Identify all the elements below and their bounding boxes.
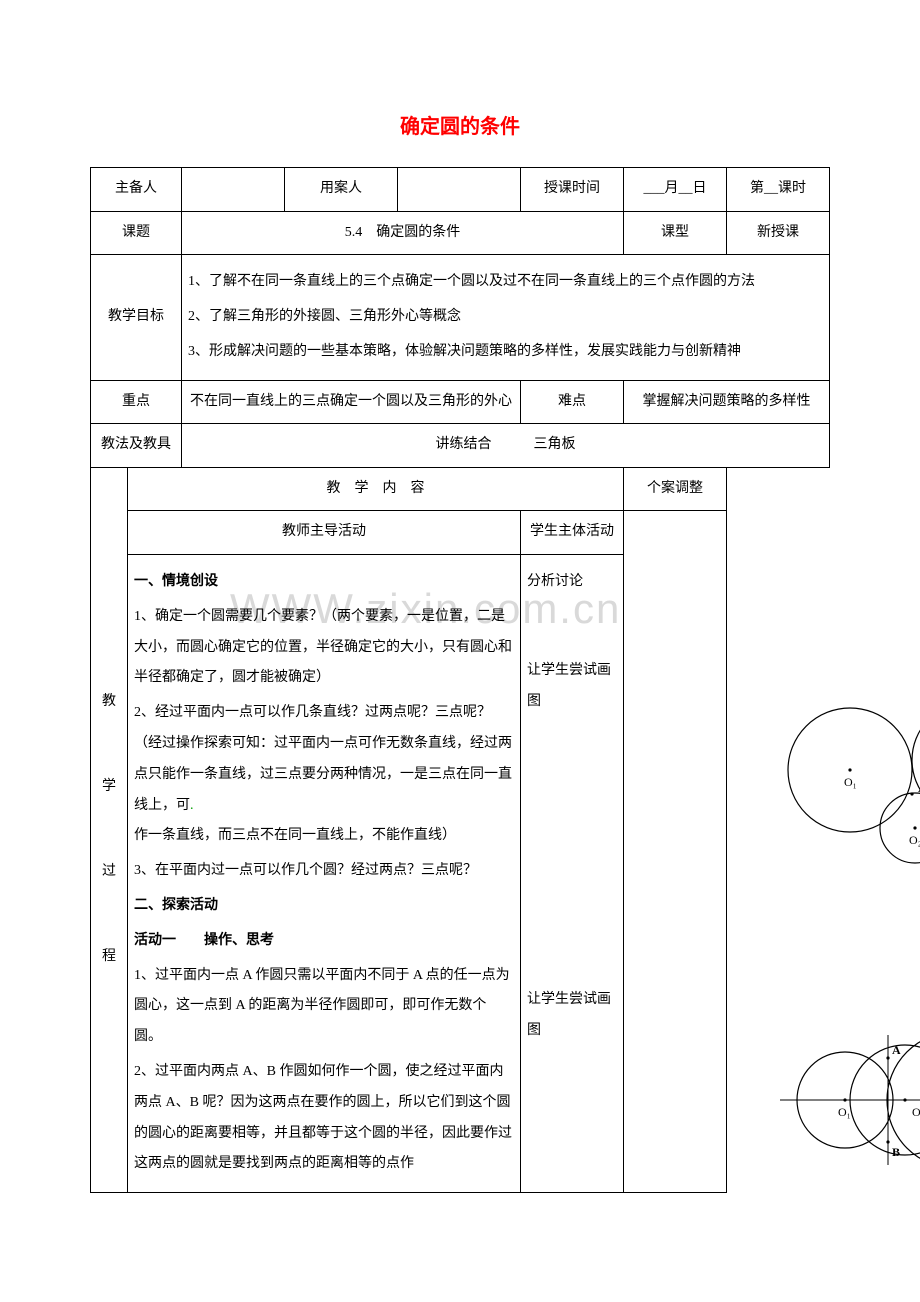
diagram-label: A xyxy=(892,1043,901,1057)
cell-period: 第__课时 xyxy=(727,168,830,212)
content-paragraph: 3、在平面内过一点可以作几个圆？经过两点？三点呢？ xyxy=(134,856,514,887)
cell-topic-label: 课题 xyxy=(91,211,182,255)
cell-date-value: ___月__日 xyxy=(624,168,727,212)
cell-user-label: 用案人 xyxy=(285,168,398,212)
process-label-text: 学 xyxy=(97,765,121,810)
cell-topic-value: 5.4 确定圆的条件 xyxy=(182,211,624,255)
cell-method-text: 讲练结合 三角板 xyxy=(182,424,830,468)
document-title: 确定圆的条件 xyxy=(90,110,830,139)
cell-method-label: 教法及教具 xyxy=(91,424,182,468)
table-row: 教法及教具 讲练结合 三角板 xyxy=(91,424,830,468)
content-paragraph: 2、经过平面内一点可以作几条直线？过两点呢？三点呢？（经过操作探索可知：过平面内… xyxy=(134,698,514,852)
activity-subheading: 活动一 操作、思考 xyxy=(134,926,514,957)
cell-user-value xyxy=(398,168,521,212)
cell-preparer-label: 主备人 xyxy=(91,168,182,212)
page-root: WWW.zixin.com.cn 确定圆的条件 主备人 用案人 授课时间 ___… xyxy=(0,0,920,1302)
student-activity: 分析讨论 xyxy=(527,567,617,598)
cell-goals-content: 1、了解不在同一条直线上的三个点确定一个圆以及过不在同一条直线上的三个点作圆的方… xyxy=(182,255,830,380)
text-span: 作一条直线，而三点不在同一直线上，不能作直线） xyxy=(134,828,456,843)
student-activity: 让学生尝试画图 xyxy=(527,656,617,718)
section-heading: 一、情境创设 xyxy=(134,567,514,598)
cell-preparer-value xyxy=(182,168,285,212)
table-row: 教学目标 1、了解不在同一条直线上的三个点确定一个圆以及过不在同一条直线上的三个… xyxy=(91,255,830,380)
content-paragraph: 2、过平面内两点 A、B 作圆如何作一个圆，使之经过平面内两点 A、B 呢？因为… xyxy=(134,1057,514,1180)
goal-item: 3、形成解决问题的一些基本策略，体验解决问题策略的多样性，发展实践能力与创新精神 xyxy=(188,337,823,368)
table-row: 教 学 过 程 教 学 内 容 个案调整 xyxy=(91,467,830,511)
diagram-label: O₁ xyxy=(838,1105,851,1119)
diagram-label: O₁ xyxy=(844,775,857,789)
diagram-label: O₂ xyxy=(909,833,920,847)
cell-date-label: 授课时间 xyxy=(521,168,624,212)
cell-adjust: 个案调整 xyxy=(624,467,727,1192)
cell-diff-label: 难点 xyxy=(521,380,624,424)
process-label-text: 过 xyxy=(97,850,121,895)
cell-key-text: 不在同一直线上的三点确定一个圆以及三角形的外心 xyxy=(182,380,521,424)
cell-key-label: 重点 xyxy=(91,380,182,424)
cell-goals-label: 教学目标 xyxy=(91,255,182,380)
green-mark-icon: . xyxy=(190,798,194,813)
table-row: 课题 5.4 确定圆的条件 课型 新授课 xyxy=(91,211,830,255)
cell-diff-text: 掌握解决问题策略的多样性 xyxy=(624,380,830,424)
section-heading: 二、探索活动 xyxy=(134,891,514,922)
cell-type-label: 课型 xyxy=(624,211,727,255)
content-paragraph: 1、过平面内一点 A 作圆只需以平面内不同于 A 点的任一点为圆心，这一点到 A… xyxy=(134,961,514,1053)
table-row: 重点 不在同一直线上的三点确定一个圆以及三角形的外心 难点 掌握解决问题策略的多… xyxy=(91,380,830,424)
process-label-text: 教 xyxy=(97,680,121,725)
goal-item: 1、了解不在同一条直线上的三个点确定一个圆以及过不在同一条直线上的三个点作圆的方… xyxy=(188,267,823,298)
cell-content-header: 教 学 内 容 xyxy=(128,467,624,511)
cell-process-label: 教 学 过 程 xyxy=(91,467,128,1192)
cell-student-content: 分析讨论 让学生尝试画图 让学生尝试画图 xyxy=(521,554,624,1192)
cell-teacher-content: 一、情境创设 1、确定一个圆需要几个要素？（两个要素，一是位置，二是大小，而圆心… xyxy=(128,554,521,1192)
content-paragraph: 1、确定一个圆需要几个要素？（两个要素，一是位置，二是大小，而圆心确定它的位置，… xyxy=(134,602,514,694)
diagram-label: B xyxy=(892,1145,900,1159)
diagram-label: O₂ xyxy=(912,1105,920,1119)
goal-item: 2、了解三角形的外接圆、三角形外心等概念 xyxy=(188,302,823,333)
adjust-header: 个案调整 xyxy=(624,468,726,512)
student-activity: 让学生尝试画图 xyxy=(527,985,617,1047)
cell-student-header: 学生主体活动 xyxy=(521,511,624,555)
text-span: 2、经过平面内一点可以作几条直线？过两点呢？三点呢？（经过操作探索可知：过平面内… xyxy=(134,705,512,812)
lesson-plan-table: 主备人 用案人 授课时间 ___月__日 第__课时 课题 5.4 确定圆的条件… xyxy=(90,167,830,1193)
activity-label: 活动一 操作、思考 xyxy=(134,933,274,948)
cell-type-value: 新授课 xyxy=(727,211,830,255)
process-label-text: 程 xyxy=(97,935,121,980)
table-row: 主备人 用案人 授课时间 ___月__日 第__课时 xyxy=(91,168,830,212)
cell-teacher-header: 教师主导活动 xyxy=(128,511,521,555)
